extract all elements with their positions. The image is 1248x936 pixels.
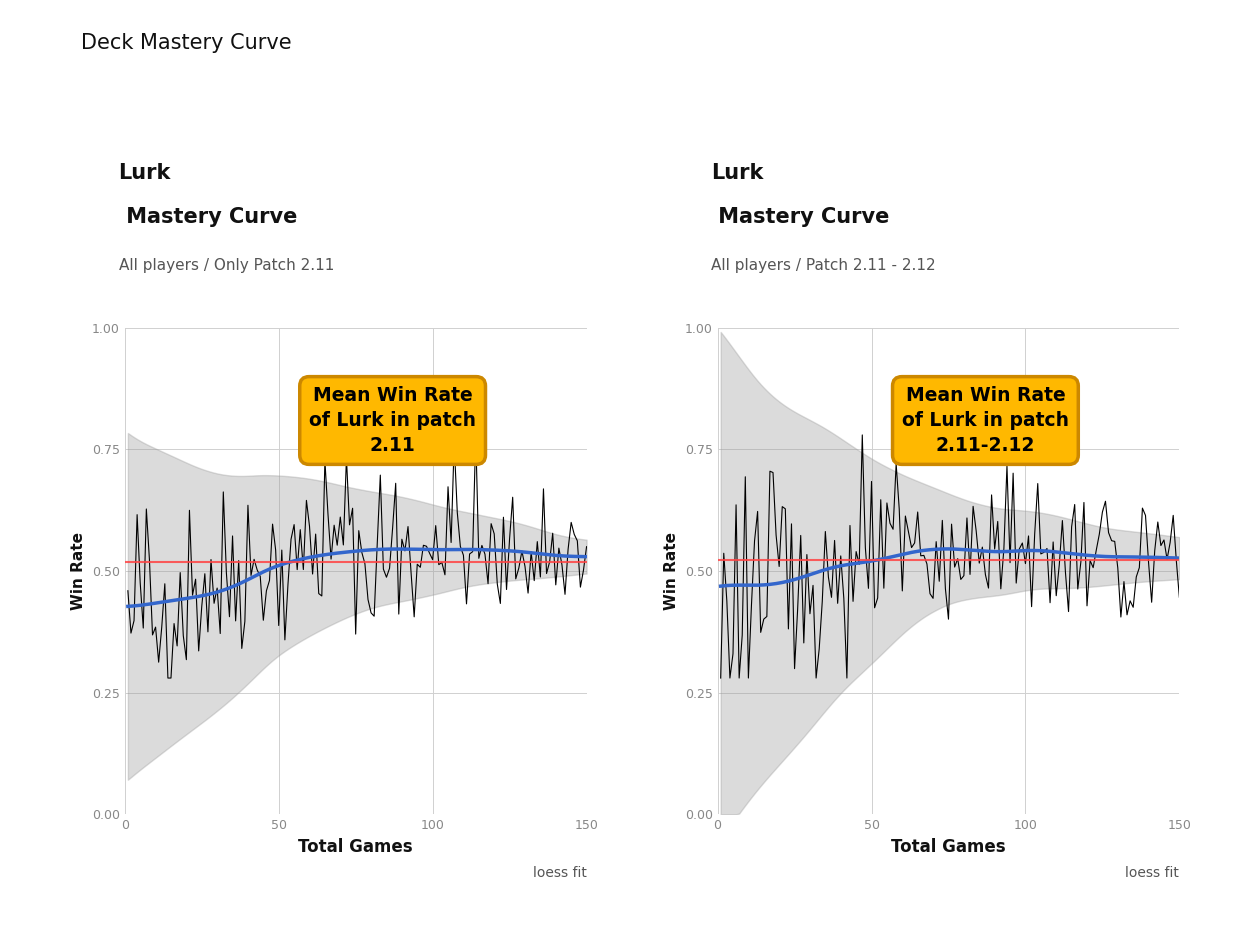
Text: Mastery Curve: Mastery Curve <box>711 207 890 227</box>
Text: Deck Mastery Curve: Deck Mastery Curve <box>81 33 292 52</box>
Text: Mastery Curve: Mastery Curve <box>119 207 297 227</box>
Text: Mean Win Rate
of Lurk in patch
2.11: Mean Win Rate of Lurk in patch 2.11 <box>310 386 477 455</box>
X-axis label: Total Games: Total Games <box>298 838 413 856</box>
Y-axis label: Win Rate: Win Rate <box>71 532 86 610</box>
Text: loess fit: loess fit <box>1126 866 1179 880</box>
Text: Lurk: Lurk <box>119 163 171 183</box>
Text: Mean Win Rate
of Lurk in patch
2.11-2.12: Mean Win Rate of Lurk in patch 2.11-2.12 <box>902 386 1070 455</box>
Y-axis label: Win Rate: Win Rate <box>664 532 679 610</box>
X-axis label: Total Games: Total Games <box>891 838 1006 856</box>
Text: loess fit: loess fit <box>533 866 587 880</box>
Text: Lurk: Lurk <box>711 163 764 183</box>
Text: All players / Only Patch 2.11: All players / Only Patch 2.11 <box>119 258 334 273</box>
Text: All players / Patch 2.11 - 2.12: All players / Patch 2.11 - 2.12 <box>711 258 936 273</box>
